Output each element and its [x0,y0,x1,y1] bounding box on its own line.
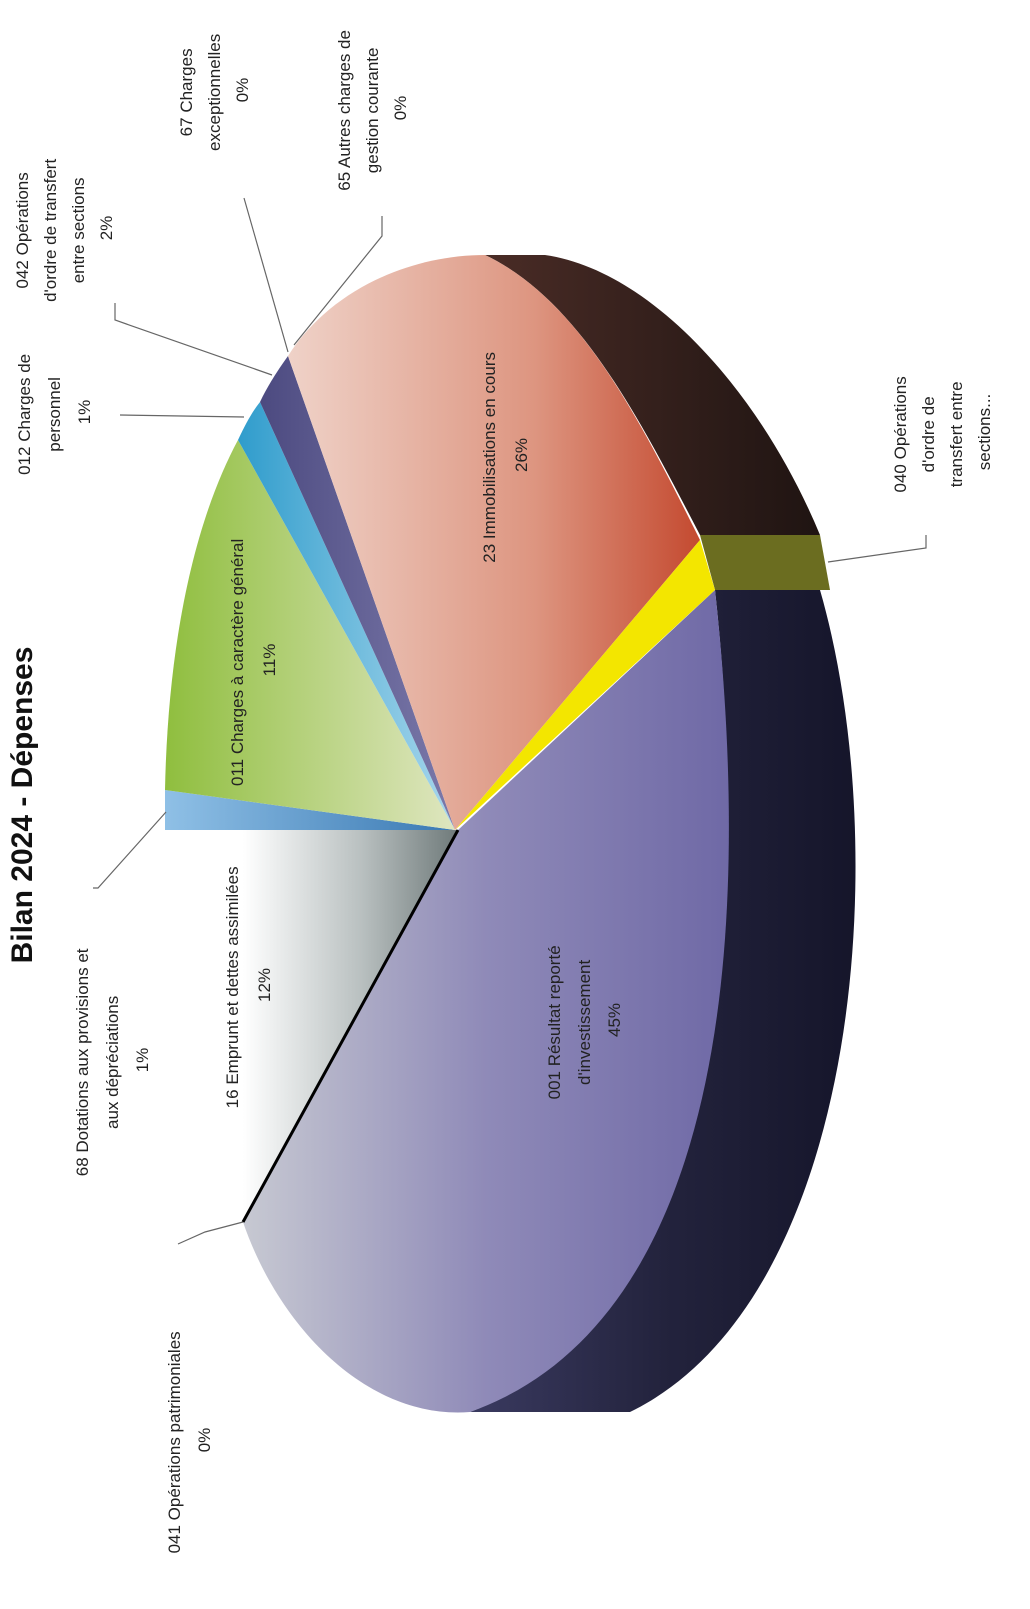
slice-011 [165,440,455,830]
label-16: 16 Emprunt et dettes assimilées 12% [223,862,274,1109]
slice-042 [260,356,455,830]
side-face-23 [485,255,820,535]
chart-title: Bilan 2024 - Dépenses [6,647,39,964]
label-012: 012 Charges de personnel 1% [15,349,94,475]
side-face-040 [700,535,830,590]
slice-012 [238,402,455,830]
slice-23 [288,255,700,830]
slice-labels: 001 Résultat reporté d'investissement 45… [13,25,994,1554]
label-65: 65 Autres charges de gestion courante 0% [335,25,410,190]
label-001: 001 Résultat reporté d'investissement 45… [545,941,624,1100]
label-68: 68 Dotations aux provisions et aux dépré… [73,944,152,1176]
pie-top-faces [165,255,729,1413]
leader-042 [114,303,273,376]
leader-041 [177,1221,244,1245]
leader-040 [827,535,927,563]
leader-012 [119,414,245,418]
slice-041 [241,829,460,1223]
pie-side-faces [470,255,856,1412]
label-67: 67 Charges exceptionnelles 0% [177,29,252,151]
label-011: 011 Charges à caractère général 11% [228,534,279,786]
slice-040 [455,540,715,830]
leader-67 [243,197,289,353]
slice-001 [243,590,729,1413]
label-042: 042 Opérations d'ordre de transfert entr… [13,154,116,302]
leader-68 [93,811,167,889]
label-041: 041 Opérations patrimoniales 0% [165,1327,214,1554]
label-040: 040 Opérations d'ordre de transfert entr… [891,372,994,493]
leader-lines [93,197,927,1245]
leader-65 [293,216,383,346]
side-face-001 [470,590,856,1412]
label-23: 23 Immobilisations en cours 26% [480,347,531,562]
